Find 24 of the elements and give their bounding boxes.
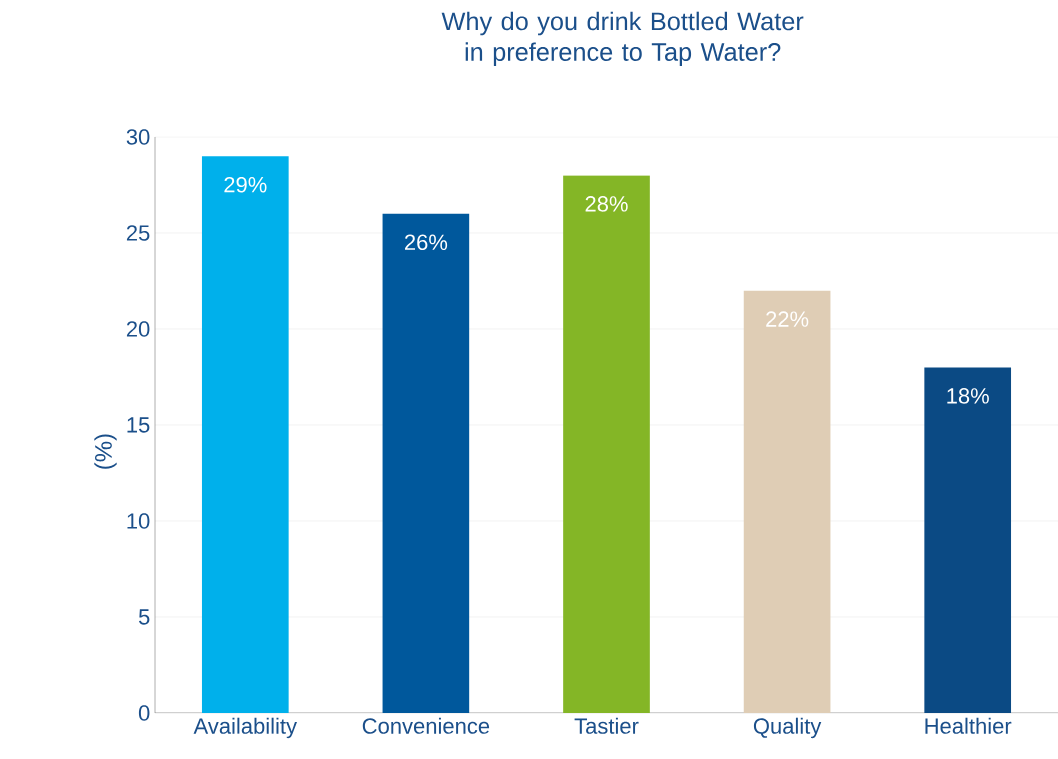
bar	[924, 367, 1012, 713]
data-label: 29%	[224, 176, 267, 193]
bar	[563, 175, 650, 713]
y-tick-label: 25	[126, 225, 150, 241]
x-tick-label: Healthier	[925, 717, 1012, 734]
y-tick-label: 5	[138, 609, 150, 625]
y-tick-label: 15	[127, 417, 150, 433]
x-tick-label: Convenience	[362, 717, 490, 734]
data-label: 22%	[766, 311, 809, 327]
bar	[743, 290, 831, 713]
x-tick-label: Tastier	[574, 717, 639, 734]
bar	[382, 213, 470, 713]
y-tick-label: 10	[127, 513, 150, 529]
x-tick-label: Availability	[193, 717, 297, 739]
data-label: 18%	[947, 388, 989, 404]
y-tick-label: 30	[126, 129, 150, 145]
data-label: 28%	[585, 196, 628, 212]
y-tick-label: 0	[138, 705, 150, 721]
y-axis-title: (%)	[94, 434, 117, 469]
y-tick-label: 20	[126, 321, 150, 337]
data-label: 26%	[404, 234, 448, 251]
chart-title: Why do you drink Bottled Water in preference to Tap Water?	[441, 11, 804, 66]
x-tick-label: Quality	[753, 717, 822, 739]
bar	[201, 156, 289, 713]
